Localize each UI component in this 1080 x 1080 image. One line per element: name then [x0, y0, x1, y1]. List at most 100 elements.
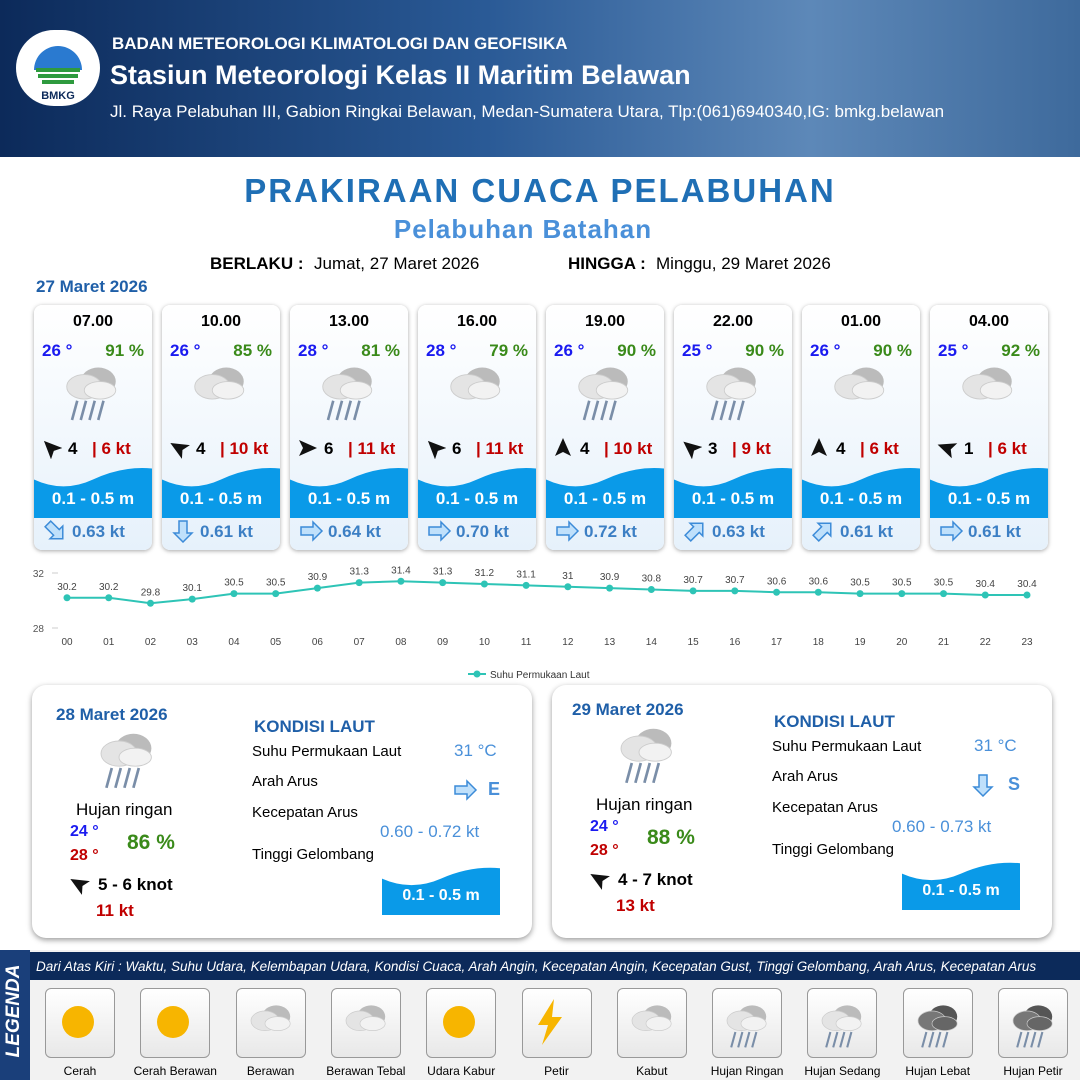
legend-title: LEGENDA: [3, 964, 24, 1058]
current-speed: 0.61 kt: [200, 522, 253, 541]
point: [272, 590, 280, 598]
legend-label: Hujan Ringan: [710, 1064, 784, 1078]
point: [606, 584, 614, 592]
x-tick-label: 00: [61, 637, 73, 648]
point: [856, 590, 864, 598]
weather-icon: [66, 367, 117, 421]
current-icon: [44, 520, 64, 540]
legend-icon: [902, 988, 973, 1058]
temperature: 28 °: [426, 341, 457, 360]
value-label: 30.4: [1017, 579, 1037, 590]
time: 01.00: [840, 313, 882, 330]
temperature: 26 °: [554, 341, 585, 360]
humidity: 79 %: [489, 341, 528, 360]
legend-label: Berawan Tebal: [326, 1064, 406, 1078]
x-tick-label: 17: [771, 637, 783, 648]
value-label: 30.5: [850, 578, 870, 589]
legend-glyph: [339, 997, 395, 1058]
weather-icon: [706, 367, 757, 421]
wave-height: 0.1 - 0.5 m: [947, 489, 1031, 508]
weather-icon: [1012, 1005, 1053, 1048]
wave-icon: [802, 468, 920, 518]
bolt-icon: [537, 999, 562, 1045]
legend-icon: [807, 988, 878, 1058]
current-icon: [972, 774, 994, 798]
wave-bg: [546, 463, 664, 523]
x-tick-label: 19: [854, 637, 866, 648]
gust: | 10 kt: [220, 439, 269, 458]
forecast-card: 04.00 25 ° 92 % 1 | 6 kt 0.1 - 0.5 m 0.61 kt: [930, 305, 1048, 550]
weather-icon: [834, 367, 885, 400]
wave-bg: [382, 863, 500, 920]
legend-marker: [473, 670, 481, 678]
legend-glyph: [911, 997, 967, 1058]
speed-label: Kecepatan Arus: [252, 804, 358, 821]
gust: | 11 kt: [348, 439, 396, 458]
current-dir: [810, 519, 836, 548]
value-label: 30.9: [308, 572, 328, 583]
legend-glyph: [148, 997, 198, 1052]
x-tick-label: 12: [562, 637, 574, 648]
wave-height: 0.1 - 0.5 m: [691, 489, 775, 508]
wind-dir: [296, 437, 318, 464]
agency: BADAN METEOROLOGI KLIMATOLOGI DAN GEOFIS…: [112, 34, 568, 53]
header: [0, 0, 1080, 157]
x-tick-label: 20: [896, 637, 908, 648]
title: PRAKIRAAN CUACA PELABUHAN: [244, 172, 836, 209]
value-label: 30.2: [57, 582, 77, 593]
weather-icon: [100, 733, 152, 789]
x-tick-label: 02: [145, 637, 157, 648]
weather: [612, 718, 684, 795]
weather: [954, 357, 1024, 432]
weather: [186, 357, 256, 432]
point: [480, 580, 488, 588]
forecast-card: 13.00 28 ° 81 % 6 | 11 kt 0.1 - 0.5 m 0.64 kt: [290, 305, 408, 550]
time: 16.00: [456, 313, 498, 330]
temperature: 28 °: [298, 341, 329, 360]
current-icon: [172, 520, 194, 544]
tmin: 24 °: [590, 818, 619, 835]
sst-chart: 28 32 00 01 02 03 04 05 06 07 08 09 10 11 12 13 14 15 16 17…: [33, 565, 1037, 681]
forecast-card: 10.00 26 ° 85 % 4 | 10 kt 0.1 - 0.5 m 0.61 kt: [162, 305, 280, 550]
forecast-card: 01.00 26 ° 90 % 4 | 6 kt 0.1 - 0.5 m 0.61 kt: [802, 305, 920, 550]
station: Stasiun Meteorologi Kelas II Maritim Bel…: [110, 60, 691, 90]
weather: [92, 723, 164, 800]
direction-icon: [555, 438, 571, 456]
gust: | 10 kt: [604, 439, 653, 458]
x-tick-label: 04: [228, 637, 240, 648]
speed: 0.60 - 0.73 kt: [892, 817, 992, 836]
forecast-card: 07.00 26 ° 91 % 4 | 6 kt 0.1 - 0.5 m 0.63 kt: [34, 305, 152, 550]
dir: S: [1008, 774, 1021, 794]
value-label: 30.1: [182, 583, 202, 594]
humidity: 90 %: [873, 341, 912, 360]
x-tick-label: 14: [646, 637, 658, 648]
value-label: 31.3: [349, 567, 369, 578]
speed-label: Kecepatan Arus: [772, 799, 878, 816]
weather: [826, 357, 896, 432]
legend-glyph: [815, 997, 871, 1058]
wind-dir: [588, 868, 610, 895]
weather-icon: [822, 1005, 862, 1048]
wind-speed: 6: [324, 439, 334, 458]
wave-height: 0.1 - 0.5 m: [51, 489, 135, 508]
condition: Hujan ringan: [596, 795, 693, 814]
sst: 31 °C: [974, 736, 1017, 755]
wave-icon: [902, 862, 1020, 910]
sun-icon: [157, 1006, 190, 1038]
value-label: 30.5: [892, 578, 912, 589]
weather-icon: [345, 1005, 386, 1031]
legend-label: Petir: [544, 1064, 569, 1078]
wave-icon: [546, 468, 664, 518]
weather-icon: [631, 1005, 672, 1031]
wind-speed: 1: [964, 439, 974, 458]
value-label: 30.8: [642, 574, 662, 585]
current-speed: 0.72 kt: [584, 522, 637, 541]
sea-title: KONDISI LAUT: [254, 717, 375, 736]
weather-icon: [726, 1005, 767, 1048]
current-dir: [170, 519, 196, 548]
humidity: 90 %: [617, 341, 656, 360]
logo: BMKG: [16, 30, 100, 106]
weather-icon: [917, 1005, 958, 1048]
wave-bg: [418, 463, 536, 523]
wind-speed: 4: [68, 439, 78, 458]
